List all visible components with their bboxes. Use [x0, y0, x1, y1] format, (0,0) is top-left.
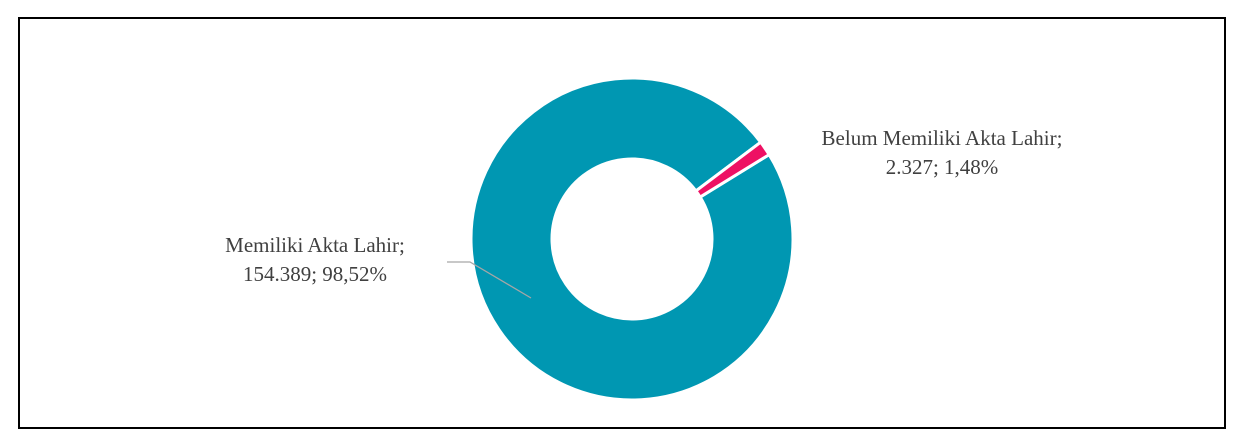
- data-label-value: 2.327; 1,48%: [886, 155, 999, 179]
- data-label-value: 154.389; 98,52%: [243, 262, 387, 286]
- donut-slice: [469, 76, 795, 402]
- data-label-category: Belum Memiliki Akta Lahir;: [822, 126, 1063, 150]
- leader-line: [447, 261, 532, 299]
- donut-slice: [693, 140, 772, 200]
- data-label-category: Memiliki Akta Lahir;: [225, 233, 405, 257]
